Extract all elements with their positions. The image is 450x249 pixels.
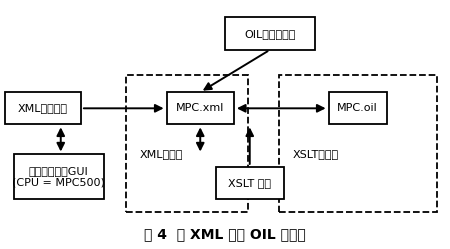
- Bar: [14, 154, 104, 199]
- Bar: [216, 167, 284, 199]
- Text: XML模板文件: XML模板文件: [18, 103, 68, 113]
- Bar: [328, 92, 387, 124]
- Text: XML解析器: XML解析器: [140, 149, 183, 159]
- Text: OIL语言解析器: OIL语言解析器: [244, 29, 296, 39]
- Bar: [225, 17, 315, 50]
- Text: 用户配置界面GUI
(CPU = MPC500): 用户配置界面GUI (CPU = MPC500): [12, 166, 105, 187]
- Text: MPC.oil: MPC.oil: [338, 103, 378, 113]
- Text: 图 4  由 XML 生成 OIL 的过程: 图 4 由 XML 生成 OIL 的过程: [144, 227, 306, 241]
- Bar: [279, 75, 436, 212]
- Bar: [166, 92, 234, 124]
- Bar: [4, 92, 81, 124]
- Text: XSLT 模板: XSLT 模板: [228, 178, 271, 188]
- Bar: [126, 75, 248, 212]
- Text: XSLT处理器: XSLT处理器: [292, 149, 338, 159]
- Text: MPC.xml: MPC.xml: [176, 103, 225, 113]
